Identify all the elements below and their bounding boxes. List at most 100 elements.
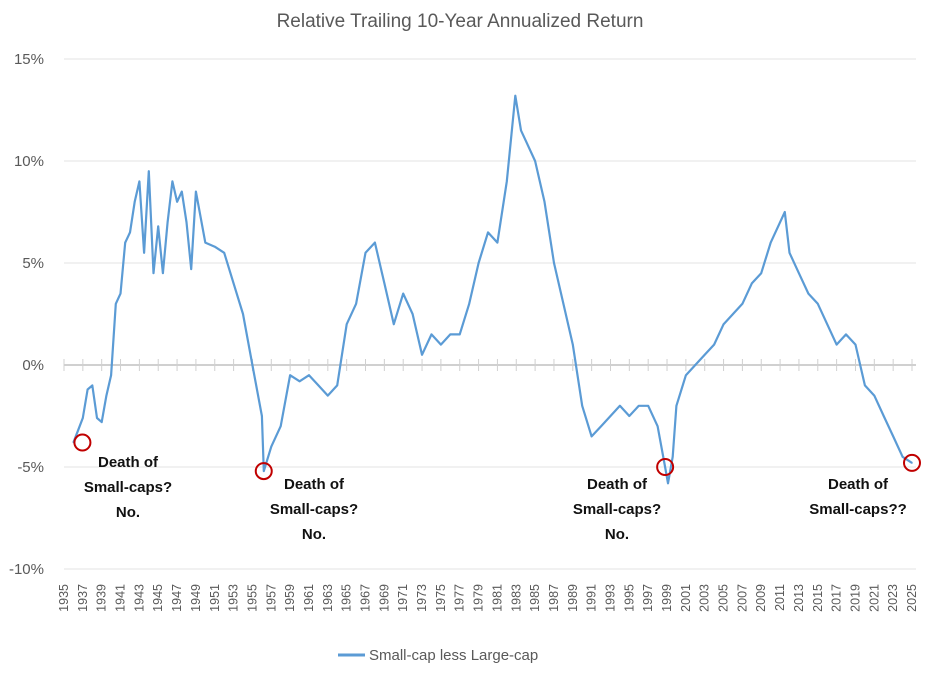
- data-point: [355, 303, 357, 305]
- data-point: [124, 241, 127, 244]
- data-point: [204, 241, 207, 244]
- data-point: [798, 272, 800, 275]
- data-point: [317, 384, 320, 387]
- x-tick-label: 1977: [453, 584, 467, 612]
- data-point: [185, 221, 188, 223]
- data-point: [628, 415, 631, 417]
- data-point: [671, 456, 674, 458]
- data-point: [364, 252, 367, 254]
- data-point: [143, 252, 145, 254]
- data-point: [421, 354, 423, 356]
- annotation-text: Small-caps??: [809, 501, 907, 518]
- gridlines: [64, 58, 916, 570]
- data-point: [713, 343, 715, 346]
- data-point: [864, 384, 866, 387]
- data-point: [732, 313, 734, 315]
- x-tick-label: 1991: [585, 584, 599, 612]
- data-point: [392, 323, 395, 326]
- data-point: [562, 303, 565, 305]
- data-point: [854, 343, 857, 346]
- x-tick-label: 1995: [622, 584, 636, 612]
- y-tick-label: 0%: [22, 357, 44, 374]
- chart-title: Relative Trailing 10-Year Annualized Ret…: [277, 11, 644, 32]
- x-tick-label: 1997: [641, 584, 655, 612]
- data-point: [694, 364, 697, 366]
- x-tick-label: 1951: [208, 584, 222, 612]
- x-tick-label: 2005: [717, 584, 731, 612]
- data-point: [374, 241, 376, 244]
- annotation-text: Death of: [98, 454, 159, 471]
- data-point: [105, 394, 108, 397]
- data-point: [327, 394, 329, 397]
- data-point: [289, 374, 291, 377]
- annotation-text: Death of: [587, 476, 648, 493]
- data-point: [190, 268, 192, 270]
- data-point: [152, 272, 155, 275]
- data-point: [873, 394, 876, 397]
- data-point: [637, 405, 640, 407]
- data-point: [449, 333, 452, 336]
- x-tick-label: 1967: [359, 584, 373, 612]
- data-point: [600, 425, 602, 428]
- data-point: [162, 272, 164, 275]
- data-point: [262, 470, 265, 472]
- data-point: [345, 323, 348, 326]
- legend: Small-cap less Large-cap: [338, 647, 538, 664]
- annotation-text: Death of: [284, 476, 345, 493]
- data-point: [129, 231, 131, 234]
- x-tick-label: 1971: [396, 584, 410, 612]
- data-point: [506, 180, 508, 183]
- x-tick-label: 2021: [867, 584, 881, 612]
- annotations: Death of Small-caps? No. Death of Small-caps…: [73, 433, 921, 543]
- data-point: [911, 462, 913, 464]
- data-point: [524, 139, 527, 142]
- data-point: [298, 380, 301, 383]
- data-point: [779, 221, 781, 223]
- x-tick-label: 1963: [321, 584, 335, 612]
- x-tick-label: 2017: [830, 584, 844, 612]
- data-point: [703, 354, 706, 356]
- data-point: [232, 282, 235, 285]
- x-tick-label: 1969: [377, 584, 391, 612]
- data-point: [402, 292, 405, 295]
- data-point: [845, 333, 847, 336]
- x-tick-label: 1935: [57, 584, 71, 612]
- data-point: [115, 303, 117, 305]
- annotation-text: No.: [302, 526, 326, 543]
- x-tick-label: 1939: [95, 584, 109, 612]
- x-tick-label: 1989: [566, 584, 580, 612]
- data-point: [835, 343, 838, 346]
- data-point: [656, 425, 659, 428]
- data-point: [223, 252, 225, 254]
- data-point: [581, 405, 584, 407]
- data-point: [609, 415, 612, 417]
- data-point: [411, 313, 414, 315]
- x-tick-label: 1979: [472, 584, 486, 612]
- data-point: [251, 364, 254, 366]
- x-tick-label: 1985: [528, 584, 542, 612]
- y-tick-label: 10%: [14, 153, 44, 170]
- data-point: [892, 435, 894, 438]
- x-tick-label: 1945: [151, 584, 165, 612]
- data-point: [543, 201, 546, 203]
- data-point: [383, 282, 386, 285]
- data-point: [171, 180, 174, 183]
- data-point: [86, 388, 89, 391]
- x-tick-label: 2001: [679, 584, 693, 612]
- data-point: [270, 445, 273, 448]
- data-point: [82, 417, 84, 419]
- y-axis: 15% 10% 5% 0% -5% -10%: [9, 51, 44, 578]
- x-tick-label: 2019: [848, 584, 862, 612]
- data-point: [180, 190, 183, 193]
- data-point: [807, 292, 810, 295]
- x-tick-label: 1981: [490, 584, 504, 612]
- data-point: [468, 303, 470, 305]
- x-tick-label: 2011: [773, 584, 787, 611]
- data-point: [784, 211, 786, 213]
- data-point: [619, 405, 621, 407]
- annotation-circle: [254, 462, 273, 481]
- data-point: [77, 429, 79, 432]
- annotation-text: Death of: [828, 476, 889, 493]
- x-tick-label: 1947: [170, 584, 184, 612]
- data-point: [816, 303, 819, 305]
